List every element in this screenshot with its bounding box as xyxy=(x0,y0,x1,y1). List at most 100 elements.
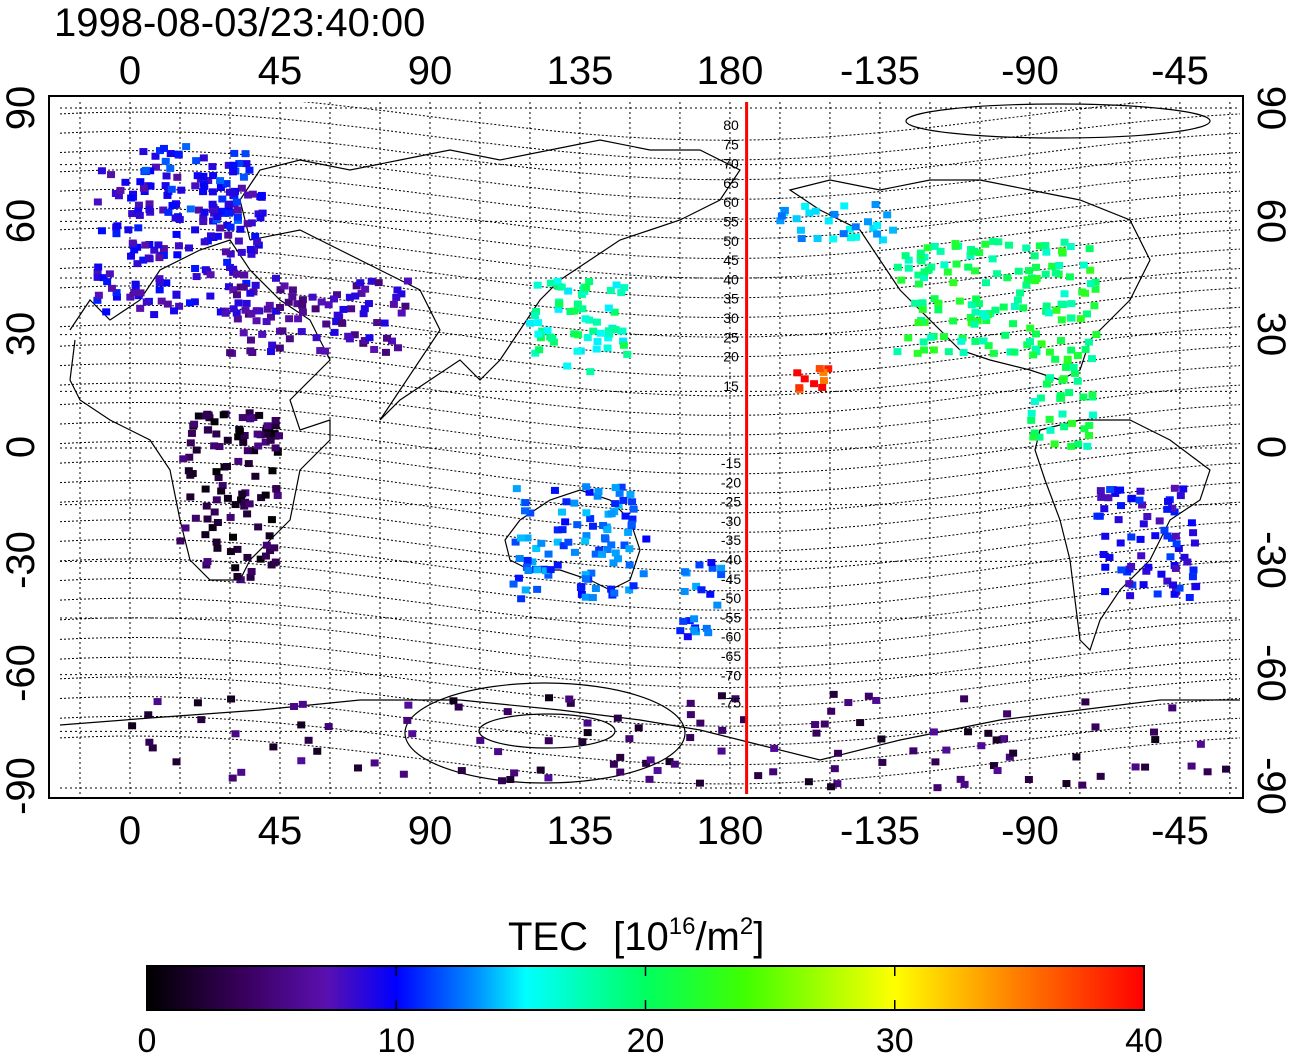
tec-cell xyxy=(187,429,196,437)
tec-cell xyxy=(93,273,102,281)
contour-label: -45 xyxy=(721,571,741,587)
tec-cell xyxy=(550,486,559,494)
tec-cell xyxy=(273,448,282,456)
tec-cell xyxy=(1057,394,1066,402)
tec-cell xyxy=(294,315,303,323)
tec-cell xyxy=(128,210,137,218)
tec-cell xyxy=(356,279,365,287)
tec-cell xyxy=(1060,238,1069,246)
tec-cell xyxy=(864,692,873,700)
tec-cell xyxy=(93,269,102,277)
tec-cell xyxy=(360,305,369,313)
tec-cell xyxy=(680,568,689,576)
tec-cell xyxy=(793,369,802,377)
tec-cell xyxy=(1067,300,1076,308)
tec-cell xyxy=(150,246,159,254)
tec-cell xyxy=(914,280,923,288)
tec-cell xyxy=(1057,300,1066,308)
tec-cell xyxy=(599,521,608,529)
tec-cell xyxy=(1046,374,1055,382)
tec-cell xyxy=(387,337,396,345)
tec-cell xyxy=(231,501,240,509)
tec-cell xyxy=(161,157,170,165)
tec-cell xyxy=(893,348,902,356)
tec-cell xyxy=(212,496,221,504)
tec-cell xyxy=(625,561,634,569)
latitude-tick-label: 90 xyxy=(0,86,43,131)
tec-cell xyxy=(1099,550,1108,558)
tec-cell xyxy=(553,561,562,569)
tec-cell xyxy=(1189,529,1198,537)
tec-cell xyxy=(139,148,148,156)
longitude-tick-label: 90 xyxy=(408,809,453,853)
tec-cell xyxy=(225,263,234,271)
tec-cell xyxy=(521,499,530,507)
contour-label: -65 xyxy=(721,648,741,664)
tec-cell xyxy=(918,299,927,307)
tec-cell xyxy=(224,200,233,208)
tec-cell xyxy=(304,736,313,744)
tec-cell xyxy=(264,430,273,438)
tec-cell xyxy=(777,212,786,220)
tec-cell xyxy=(216,224,225,232)
tec-cell xyxy=(845,225,854,233)
tec-cell xyxy=(399,770,408,778)
tec-cell xyxy=(878,758,887,766)
tec-cell xyxy=(717,564,726,572)
tec-cell xyxy=(213,232,222,240)
tec-cell xyxy=(1070,369,1079,377)
contour-label: 20 xyxy=(723,349,739,365)
tec-cell xyxy=(270,544,279,552)
tec-cell xyxy=(818,383,827,391)
tec-cell xyxy=(583,719,592,727)
magnetic-contour xyxy=(60,676,1240,727)
tec-cell xyxy=(135,211,144,219)
latitude-tick-label: -60 xyxy=(0,644,43,702)
left-latitude-axis: 90 60 30 0 -30 -60 -90 xyxy=(0,86,43,815)
contour-label: -60 xyxy=(721,629,741,645)
tec-cell xyxy=(204,176,213,184)
tec-cell xyxy=(172,290,181,298)
tec-cell xyxy=(97,167,106,175)
latitude-tick-label: -30 xyxy=(1249,531,1292,589)
tec-cell xyxy=(1171,564,1180,572)
tec-cell xyxy=(308,293,317,301)
tec-cell xyxy=(929,728,938,736)
tec-cell xyxy=(243,220,252,228)
tec-cell xyxy=(617,483,626,491)
tec-cell xyxy=(298,700,307,708)
tec-cell xyxy=(555,300,564,308)
tec-cell xyxy=(1091,285,1100,293)
tec-cell xyxy=(1073,377,1082,385)
tec-cell xyxy=(1117,502,1126,510)
tec-cell xyxy=(494,748,503,756)
tec-cell xyxy=(514,574,523,582)
timestamp-title: 1998-08-03/23:40:00 xyxy=(54,1,425,45)
tec-cell xyxy=(373,319,382,327)
tec-cell xyxy=(246,573,255,581)
tec-cell xyxy=(1029,433,1038,441)
tec-cell xyxy=(254,442,263,450)
tec-cell xyxy=(1135,496,1144,504)
tec-cell xyxy=(1050,440,1059,448)
tec-cell xyxy=(564,538,573,546)
tec-cell xyxy=(940,261,949,269)
tec-cell xyxy=(116,186,125,194)
tec-cell xyxy=(992,736,1001,744)
tec-cell xyxy=(603,526,612,534)
tec-cell xyxy=(587,569,596,577)
tec-cell xyxy=(269,743,278,751)
tec-cell xyxy=(243,447,252,455)
tec-cell xyxy=(718,726,727,734)
tec-cell xyxy=(957,337,966,345)
contour-label: -50 xyxy=(721,590,741,606)
tec-cell xyxy=(199,172,208,180)
tec-cell xyxy=(1046,426,1055,434)
magnetic-contour xyxy=(60,130,1240,181)
tec-cell xyxy=(966,313,975,321)
tec-cell xyxy=(1052,306,1061,314)
tec-cell xyxy=(1136,535,1145,543)
tec-cell xyxy=(1126,592,1135,600)
tec-cell xyxy=(1180,553,1189,561)
tec-cell xyxy=(121,178,130,186)
